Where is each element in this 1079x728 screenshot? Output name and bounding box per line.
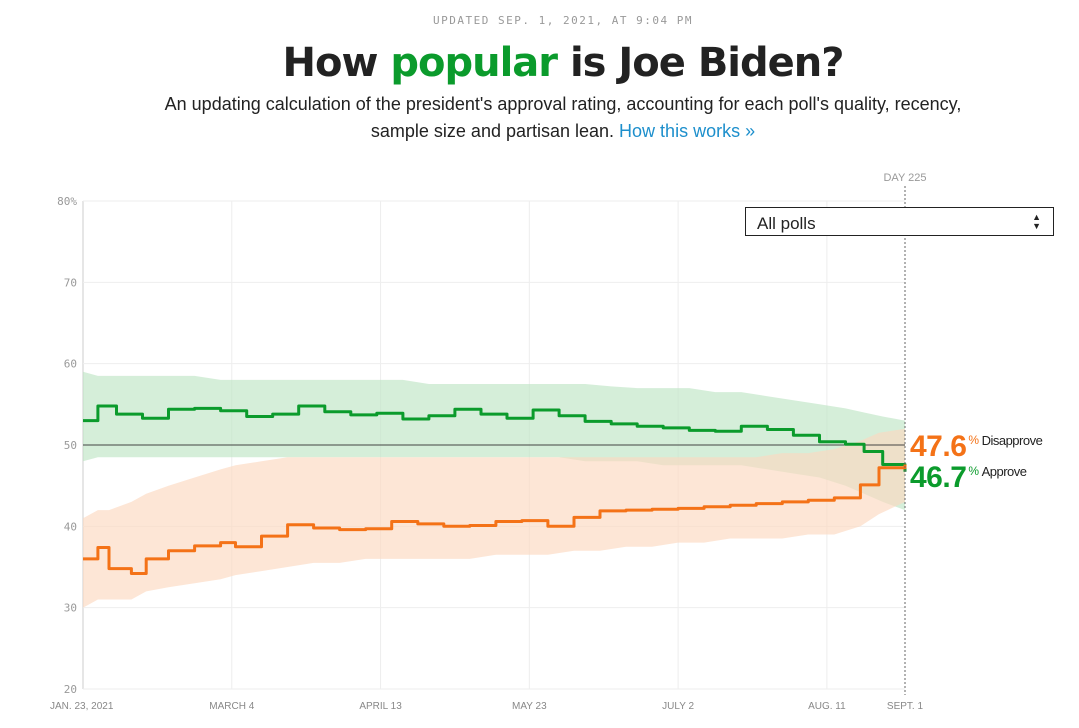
select-arrows-icon: ▲ ▼: [1032, 212, 1041, 231]
disapprove-pct-symbol: %: [968, 433, 979, 447]
y-tick-label: 40: [64, 520, 77, 533]
poll-filter-select[interactable]: All polls ▲ ▼: [745, 207, 1054, 236]
title-highlight: popular: [390, 40, 558, 86]
y-tick-label: 50: [64, 439, 77, 452]
disapprove-label: Disapprove: [981, 433, 1043, 448]
page-subtitle: An updating calculation of the president…: [150, 91, 976, 145]
x-tick-label: AUG. 11: [808, 701, 846, 712]
day-marker-label: DAY 225: [883, 172, 926, 184]
y-tick-label: 30: [64, 602, 77, 615]
y-tick-label: 70: [64, 276, 77, 289]
approve-confidence-band: [83, 371, 905, 511]
approval-chart: 20 30 40 50 60 70 80% JAN. 23, 2021 MARCH 4 APRIL…: [50, 172, 927, 712]
approve-line: [83, 404, 907, 472]
disapprove-readout: 47.6% Disapprove: [910, 430, 1043, 464]
poll-filter-selected: All polls: [757, 214, 816, 233]
x-tick-label: MARCH 4: [209, 701, 254, 712]
y-tick-label: 80%: [57, 195, 77, 208]
y-tick-label: 60: [64, 358, 77, 371]
approve-readout: 46.7% Approve: [910, 461, 1027, 495]
approve-label: Approve: [981, 464, 1027, 479]
x-tick-label: APRIL 13: [359, 701, 402, 712]
y-tick-label: 20: [64, 683, 77, 696]
disapprove-line: [83, 464, 907, 575]
disapprove-confidence-band: [83, 428, 905, 608]
x-tick-label: JULY 2: [662, 701, 694, 712]
x-tick-label: MAY 23: [512, 701, 547, 712]
x-tick-label: SEPT. 1: [887, 701, 924, 712]
x-tick-label: JAN. 23, 2021: [50, 701, 114, 712]
title-pre: How: [282, 40, 391, 86]
updated-timestamp: UPDATED SEP. 1, 2021, AT 9:04 PM: [433, 14, 693, 27]
approve-pct-symbol: %: [968, 464, 979, 478]
approve-value: 46.7: [910, 461, 967, 494]
page-title: How popular is Joe Biden?: [0, 40, 1079, 86]
title-post: is Joe Biden?: [557, 40, 845, 86]
subtitle-text: An updating calculation of the president…: [164, 94, 962, 141]
disapprove-value: 47.6: [910, 430, 967, 463]
how-this-works-link[interactable]: How this works »: [619, 121, 756, 141]
